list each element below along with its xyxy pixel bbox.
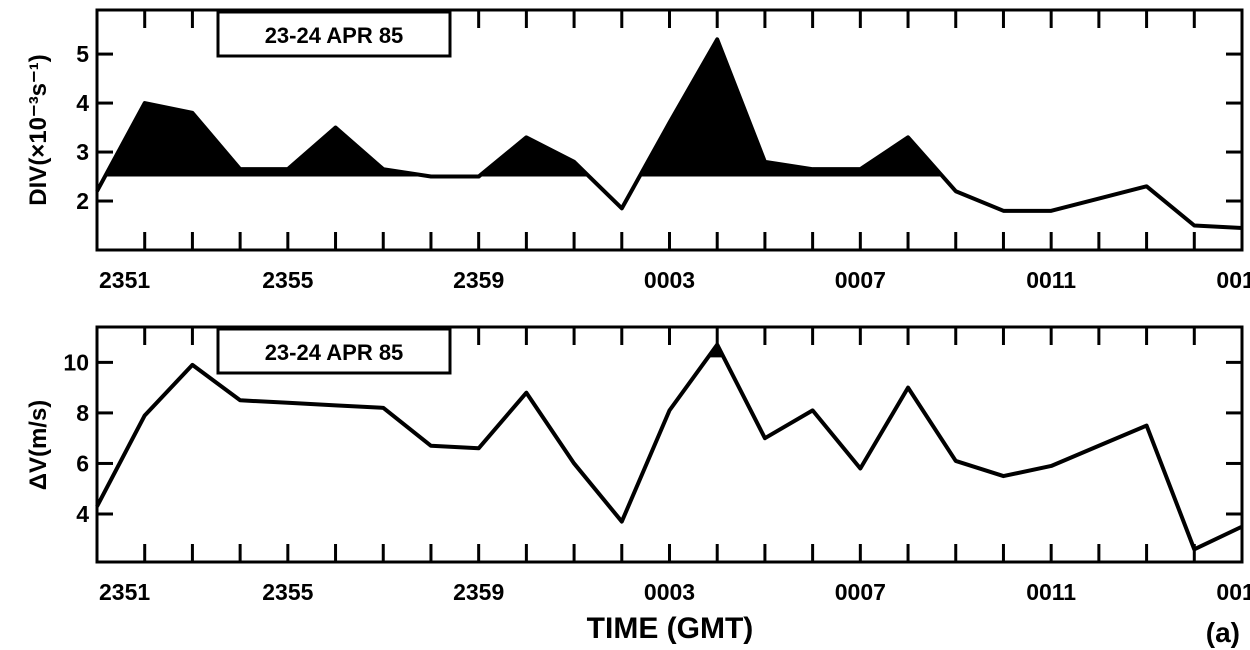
- dv-x-tick-label: 0007: [835, 579, 886, 605]
- div-x-tick-label: 0007: [835, 267, 886, 293]
- div-y-tick-label: 4: [76, 90, 89, 116]
- div-series-line: [95, 37, 1243, 230]
- dv-panel: 2351 2355 2359 0003 0007 0011 0015 4 6 8 10 23-24…: [25, 325, 1250, 605]
- x-axis-title: TIME (GMT): [587, 612, 754, 645]
- div-fill-region: [639, 39, 943, 177]
- dv-y-tick-label: 8: [76, 400, 89, 426]
- dv-y-tick-label: 6: [76, 450, 89, 476]
- dv-x-tick-label: 2351: [99, 579, 150, 605]
- dv-y-axis-label: ΔV(m/s): [25, 400, 52, 491]
- div-y-axis-label: DIV(×10⁻³s⁻¹): [25, 54, 52, 205]
- dv-y-tick-label: 4: [76, 501, 89, 527]
- div-y-tick-label: 5: [76, 41, 89, 67]
- div-x-tick-label: 0011: [1026, 267, 1076, 293]
- panel-label: (a): [1206, 617, 1240, 648]
- dv-date-label: 23-24 APR 85: [265, 340, 404, 365]
- dv-y-tick-label: 10: [63, 349, 89, 375]
- div-x-tick-label: 2359: [453, 267, 504, 293]
- dv-x-tick-label: 0003: [644, 579, 695, 605]
- div-date-box: [216, 10, 452, 58]
- dv-x-tick-label: 0011: [1026, 579, 1076, 605]
- dv-x-tick-label: 2355: [262, 579, 313, 605]
- dv-date-box: [216, 327, 452, 375]
- div-x-tick-label: 2355: [262, 267, 313, 293]
- dv-x-tick-label: 0015: [1216, 579, 1250, 605]
- div-y-ticks: 2 3 4 5: [76, 41, 1242, 214]
- div-x-tick-label: 0015: [1216, 267, 1250, 293]
- dv-x-tick-label: 2359: [453, 579, 504, 605]
- dv-y-ticks: 4 6 8 10: [63, 349, 1242, 527]
- dv-x-ticks: 2351 2355 2359 0003 0007 0011 0015: [95, 327, 1250, 605]
- div-x-tick-label: 2351: [99, 267, 150, 293]
- div-panel: 2351 2355 2359 0003 0007 0011 0015 2 3 4 5 23-24 …: [25, 8, 1250, 293]
- div-y-tick-label: 2: [76, 188, 89, 214]
- div-y-tick-label: 3: [76, 139, 89, 165]
- dv-series-line: [95, 342, 1243, 552]
- div-x-tick-label: 0003: [644, 267, 695, 293]
- div-date-label: 23-24 APR 85: [265, 23, 404, 48]
